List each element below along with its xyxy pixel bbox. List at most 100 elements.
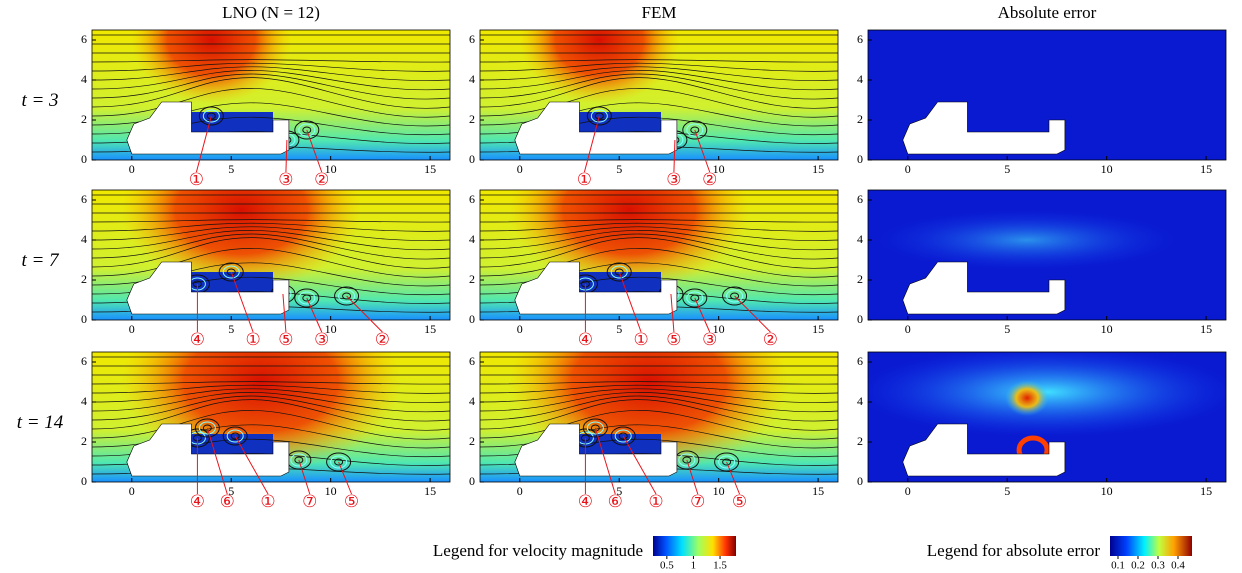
panel-frame [867,351,1227,483]
y-tick-label: 2 [857,434,863,448]
colorbar-tick-label: 0.3 [1151,560,1165,572]
marker-leader [594,427,616,495]
colorbar-tick-label: 0.4 [1171,560,1185,572]
y-tick-label: 6 [857,192,863,206]
column-title: LNO (N = 12) [222,3,320,22]
streamline [480,388,838,403]
panel [480,352,838,482]
x-tick-label: 5 [228,322,234,336]
vortex [222,426,248,446]
vortex [594,112,604,120]
panel [868,30,1226,160]
vortex [590,109,608,123]
x-tick-label: 10 [713,322,725,336]
streamline [92,73,450,100]
y-tick-label: 4 [81,394,87,408]
y-tick-label: 6 [857,354,863,368]
vortex [202,424,212,432]
x-tick-label: 5 [1004,162,1010,176]
vehicle [902,261,1066,315]
streamline [92,248,450,278]
streamline [480,395,838,422]
streamline [92,388,450,403]
vortex [202,109,220,123]
marker: ② [314,170,329,189]
marker: ⑥ [608,492,623,511]
marker-leader [618,271,642,333]
streamline [92,66,450,81]
y-tick-label: 6 [469,354,475,368]
panel [92,30,450,160]
y-tick-label: 2 [469,434,475,448]
colorbar-tick-label: 0.5 [660,560,674,572]
marker: ④ [190,330,205,349]
streamline [92,219,450,223]
x-tick-label: 0 [129,162,135,176]
y-tick-label: 2 [81,434,87,448]
marker-leader [306,129,323,173]
vortex [614,268,624,276]
panel-frame [479,351,839,483]
x-tick-label: 15 [812,162,824,176]
marker-leader [622,435,657,495]
vehicle [514,261,678,315]
x-tick-label: 0 [905,322,911,336]
x-tick-label: 10 [325,322,337,336]
marker-leader [694,297,711,333]
marker: ⑤ [666,330,681,349]
vortex [222,265,240,279]
vortex [730,292,740,300]
marker: ⑤ [344,492,359,511]
panel [92,352,450,482]
colorbar-tick-label: 0.1 [1111,560,1125,572]
marker-leader [673,139,676,173]
marker: ③ [278,170,293,189]
x-tick-label: 0 [129,322,135,336]
marker-leader [285,139,288,173]
panel-frame [91,351,451,483]
streamline [92,230,450,251]
vortex [678,453,696,467]
y-tick-label: 6 [469,32,475,46]
vortex [298,123,316,137]
y-tick-label: 6 [469,192,475,206]
high-velocity [519,30,680,104]
y-tick-label: 0 [857,152,863,166]
streamline [480,70,838,91]
y-tick-label: 4 [857,72,863,86]
vortex [198,421,216,435]
vortex [334,286,360,306]
x-tick-label: 10 [1101,484,1113,498]
marker-leader [726,461,741,495]
marker: ⑤ [278,330,293,349]
vortex [226,268,236,276]
y-tick-label: 6 [857,32,863,46]
vortex [230,432,240,440]
colorbar [653,536,736,556]
marker: ⑦ [302,492,317,511]
x-tick-label: 15 [812,484,824,498]
vortex [298,291,316,305]
x-tick-label: 10 [713,484,725,498]
marker: ⑤ [732,492,747,511]
x-tick-label: 10 [325,484,337,498]
marker: ④ [190,492,205,511]
y-tick-label: 4 [469,232,475,246]
vortex [198,106,224,126]
x-tick-label: 10 [325,162,337,176]
y-tick-label: 0 [857,474,863,488]
panel-frame [867,189,1227,321]
panel [480,30,838,160]
x-tick-label: 15 [424,484,436,498]
vortex [218,262,244,282]
marker-leader [670,293,675,333]
streamline [92,70,450,91]
vortex [342,292,352,300]
y-tick-label: 0 [469,312,475,326]
vortex [682,288,708,308]
y-tick-label: 2 [81,112,87,126]
x-tick-label: 5 [616,322,622,336]
marker-leader [346,295,383,333]
vehicle [514,101,678,155]
vortex [722,286,748,306]
